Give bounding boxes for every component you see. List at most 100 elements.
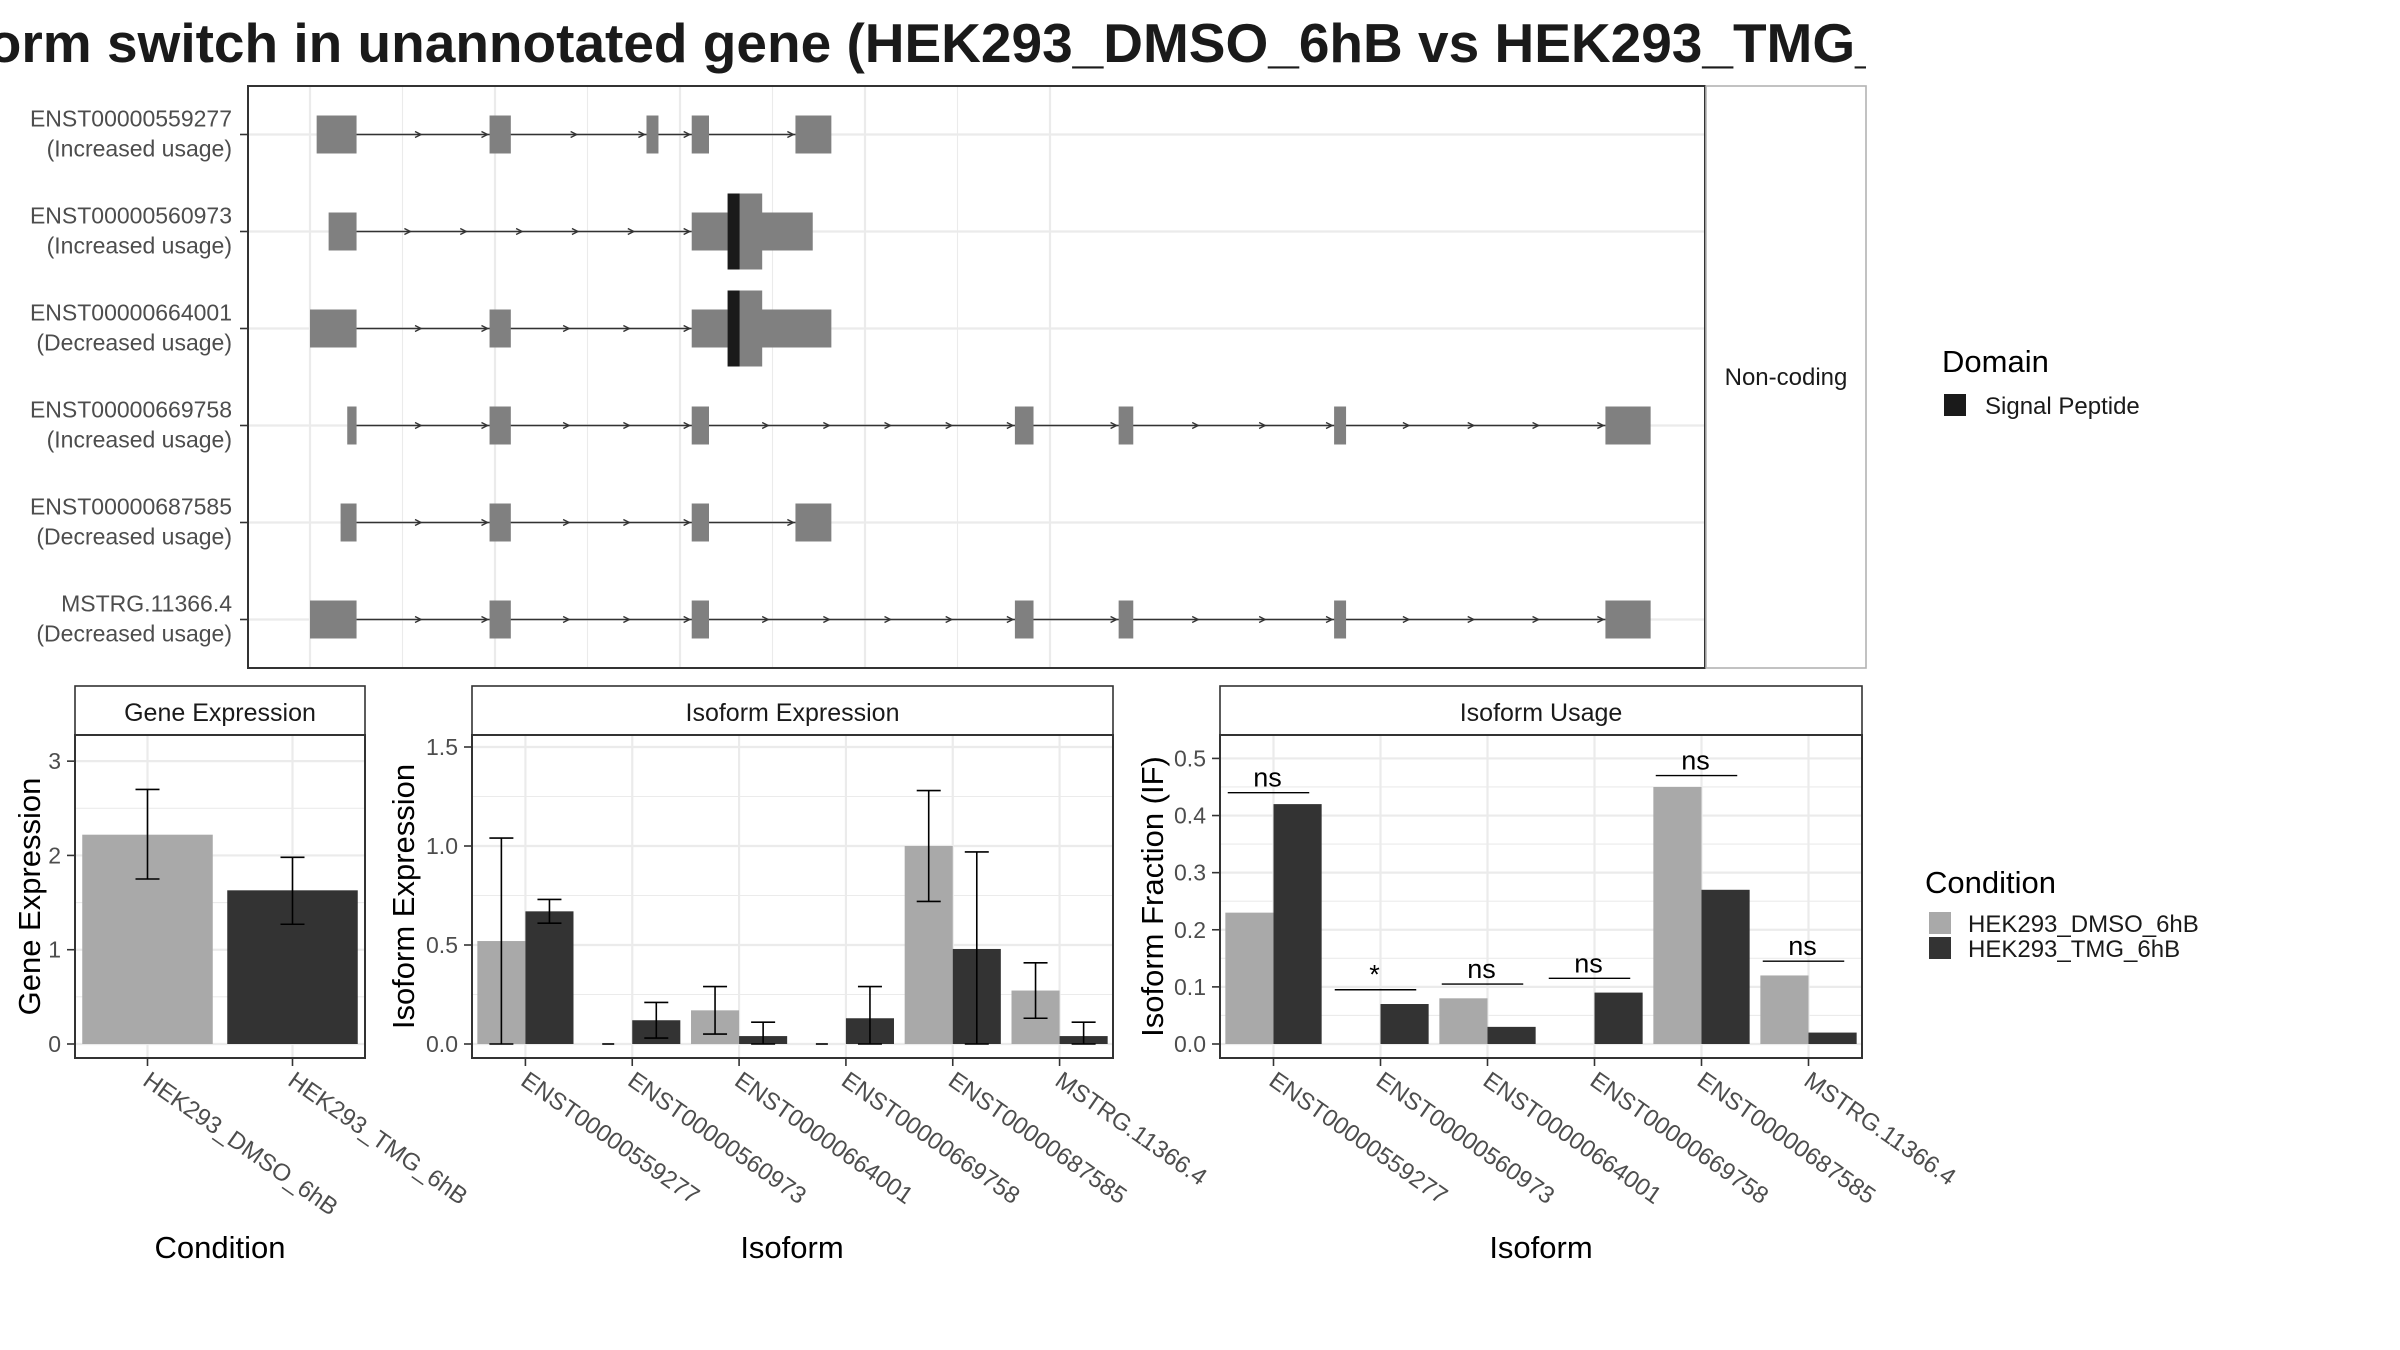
intron-arrow <box>1467 615 1476 624</box>
intron-arrow <box>623 615 631 624</box>
intron-arrow <box>884 615 893 624</box>
tick-label-y: 0.0 <box>1174 1031 1206 1057</box>
y-axis-title: Gene Expression <box>12 778 47 1016</box>
intron-arrow <box>683 324 692 333</box>
intron-arrow <box>1110 615 1119 624</box>
chart-isoform-expression: Isoform Expression 0.0 0.5 1.0 1.5 ENST000005… <box>386 685 1212 1265</box>
intron-arrow <box>414 518 423 527</box>
isoform-label-usage: (Decreased usage) <box>36 330 232 356</box>
signal-peptide-domain <box>727 290 740 367</box>
intron-arrow <box>414 130 423 139</box>
x-axis-title: Isoform <box>740 1230 843 1265</box>
intron-arrow <box>414 421 423 430</box>
exon <box>646 115 659 154</box>
isoform-track-MSTRG.11366.4 <box>310 600 1651 639</box>
tick-label-x: ENST00000560973 <box>623 1067 811 1210</box>
significance-label: ns <box>1253 763 1282 793</box>
intron-arrow <box>1110 421 1119 430</box>
intron-arrow <box>683 518 692 527</box>
condition-legend-key <box>1929 912 1951 934</box>
tick-label-y: 0.5 <box>426 932 458 958</box>
intron-arrow <box>787 518 795 527</box>
tick-label-x: ENST00000664001 <box>1478 1067 1666 1210</box>
isoform-label-id: ENST00000664001 <box>30 300 232 326</box>
intron-arrow <box>623 518 631 527</box>
isoform-label-usage: (Increased usage) <box>47 233 232 259</box>
exon <box>691 503 709 542</box>
panel-strip-title: Isoform Expression <box>686 699 900 727</box>
intron-arrow <box>638 130 646 139</box>
tick-label-y: 1.5 <box>426 734 458 760</box>
isoform-label-id: ENST00000559277 <box>30 106 232 132</box>
intron-arrow <box>1532 421 1541 430</box>
intron-arrow <box>1006 421 1015 430</box>
structure-strip-label: Non-coding <box>1725 364 1848 391</box>
exon <box>340 503 357 542</box>
condition-legend-label: HEK293_DMSO_6hB <box>1968 911 2199 938</box>
intron-arrow <box>787 130 795 139</box>
intron-arrow <box>459 227 468 236</box>
bar <box>1808 1032 1857 1044</box>
significance-label: ns <box>1788 931 1817 961</box>
tick-label-x: ENST00000687585 <box>1692 1067 1880 1210</box>
intron-arrow <box>1191 421 1200 430</box>
intron-arrow <box>884 421 893 430</box>
tick-label-y: 0.4 <box>1174 803 1206 829</box>
intron-arrow <box>683 130 692 139</box>
significance-label: ns <box>1681 746 1710 776</box>
intron-arrow <box>562 518 571 527</box>
isoform-label-id: ENST00000669758 <box>30 397 232 423</box>
exon <box>316 115 357 154</box>
structure-strip <box>1705 85 1867 669</box>
intron-arrow <box>414 615 423 624</box>
isoform-label-usage: (Increased usage) <box>47 427 232 453</box>
intron-arrow <box>1325 615 1334 624</box>
tick-label-y: 0.3 <box>1174 860 1206 886</box>
tick-label-y: 0.5 <box>1174 745 1206 771</box>
isoform-track-ENST00000559277 <box>316 115 832 154</box>
isoform-label-id: MSTRG.11366.4 <box>61 591 232 617</box>
tick-label-x: ENST00000664001 <box>730 1067 918 1210</box>
domain-legend-title: Domain <box>1942 344 2049 379</box>
significance-label: ns <box>1467 954 1496 984</box>
intron-arrow <box>823 421 831 430</box>
isoform-label-usage: (Decreased usage) <box>36 524 232 550</box>
intron-arrow <box>571 227 580 236</box>
tick-label-x: ENST00000559277 <box>1264 1067 1452 1210</box>
bar <box>525 911 574 1044</box>
plot-border <box>74 734 366 1059</box>
intron-arrow <box>1467 421 1476 430</box>
panel-strip-title: Gene Expression <box>124 699 316 727</box>
plot-border <box>471 734 1114 1059</box>
exon <box>310 600 357 639</box>
plot-background <box>1220 735 1862 1058</box>
intron-arrow <box>515 227 524 236</box>
exon <box>1334 406 1347 445</box>
condition-legend-title: Condition <box>1925 865 2056 900</box>
main-title-text: Isoform switch in unannotated gene (HEK2… <box>0 12 1866 74</box>
isoform-label-id: ENST00000560973 <box>30 203 232 229</box>
intron-arrow <box>1006 615 1015 624</box>
intron-arrow <box>627 227 636 236</box>
exon <box>489 115 511 154</box>
bar <box>1653 786 1702 1044</box>
exon <box>691 600 709 639</box>
intron-arrow <box>823 615 831 624</box>
intron-arrow <box>414 324 423 333</box>
intron-arrow <box>1258 615 1267 624</box>
intron-arrow <box>945 421 954 430</box>
tick-label-y: 1.0 <box>426 833 458 859</box>
exon <box>489 600 511 639</box>
intron-arrow <box>404 227 412 236</box>
exon <box>1118 600 1134 639</box>
bar <box>1380 1004 1429 1044</box>
tick-label-y: 3 <box>48 748 61 774</box>
exon <box>1118 406 1134 445</box>
exon <box>691 115 709 154</box>
condition-legend-label: HEK293_TMG_6hB <box>1968 936 2180 963</box>
signal-peptide-domain <box>727 193 740 270</box>
tick-label-x: ENST00000669758 <box>1585 1067 1773 1210</box>
tick-label-x: ENST00000669758 <box>836 1067 1024 1210</box>
plot-background <box>472 735 1113 1058</box>
